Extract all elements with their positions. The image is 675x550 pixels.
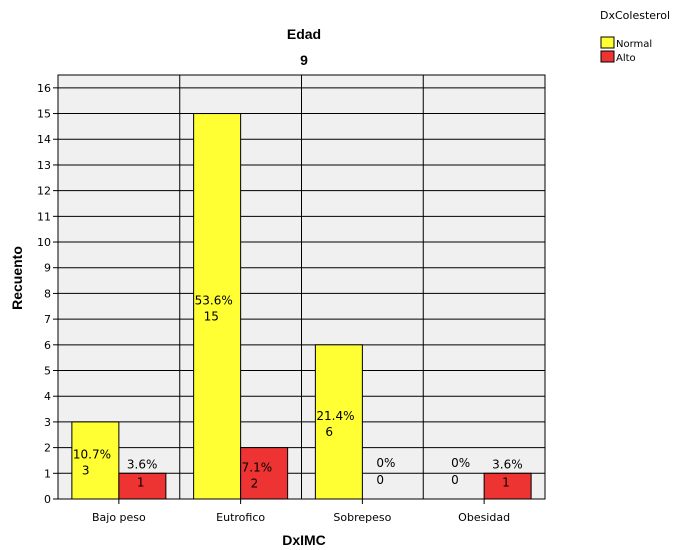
bar-alto xyxy=(240,447,289,500)
y-tick-label: 11 xyxy=(37,210,51,223)
legend-title: DxColesterol xyxy=(600,9,670,22)
data-label-count: 3 xyxy=(82,463,90,477)
y-tick-label: 10 xyxy=(37,236,51,249)
data-label-count: 15 xyxy=(204,309,219,323)
y-tick-label: 13 xyxy=(37,159,51,172)
legend-label-normal: Normal xyxy=(616,39,652,50)
chart-title: Edad xyxy=(287,26,321,42)
data-label-count: 6 xyxy=(325,425,333,439)
y-tick-label: 5 xyxy=(44,365,51,378)
y-tick-label: 16 xyxy=(37,82,51,95)
data-label-percent: 7.1% xyxy=(242,460,273,474)
data-label-percent: 3.6% xyxy=(127,457,158,471)
data-label-percent: 0% xyxy=(451,456,470,470)
x-axis-title: DxIMC xyxy=(282,532,326,548)
data-label-percent: 53.6% xyxy=(195,293,233,307)
legend-swatch-normal xyxy=(600,36,615,49)
y-tick-label: 1 xyxy=(44,467,51,480)
legend: DxColesterol Normal Alto xyxy=(600,9,670,64)
y-tick-label: 8 xyxy=(44,287,51,300)
y-tick-label: 4 xyxy=(44,390,51,403)
data-label-count: 2 xyxy=(251,476,259,490)
plot-frame xyxy=(57,74,546,500)
data-label-percent: 3.6% xyxy=(492,457,523,471)
y-axis-title: Recuento xyxy=(9,246,25,310)
chart-subtitle: 9 xyxy=(300,52,308,68)
y-tick-label: 15 xyxy=(37,108,51,121)
data-label-percent: 21.4% xyxy=(316,409,354,423)
y-tick-label: 2 xyxy=(44,442,51,455)
y-tick-label: 3 xyxy=(44,416,51,429)
y-tick-label: 14 xyxy=(37,133,51,146)
legend-swatch-alto xyxy=(600,50,615,63)
y-tick-label: 9 xyxy=(44,262,51,275)
data-label-count: 0 xyxy=(376,473,384,487)
data-label-percent: 0% xyxy=(376,456,395,470)
x-tick-label: Eutrofico xyxy=(216,511,265,524)
y-tick-label: 0 xyxy=(44,493,51,506)
bar-normal xyxy=(193,113,242,500)
x-tick-label: Obesidad xyxy=(458,511,510,524)
x-tick-label: Sobrepeso xyxy=(333,511,391,524)
legend-label-alto: Alto xyxy=(616,53,636,64)
x-tick-label: Bajo peso xyxy=(92,511,146,524)
y-tick-label: 6 xyxy=(44,339,51,352)
bar-normal xyxy=(314,344,363,500)
data-label-count: 1 xyxy=(137,475,145,489)
bar-alto xyxy=(483,472,532,500)
data-label-count: 0 xyxy=(451,473,459,487)
y-tick-label: 12 xyxy=(37,185,51,198)
data-label-count: 1 xyxy=(502,475,510,489)
y-tick-label: 7 xyxy=(44,313,51,326)
data-label-percent: 10.7% xyxy=(73,447,111,461)
